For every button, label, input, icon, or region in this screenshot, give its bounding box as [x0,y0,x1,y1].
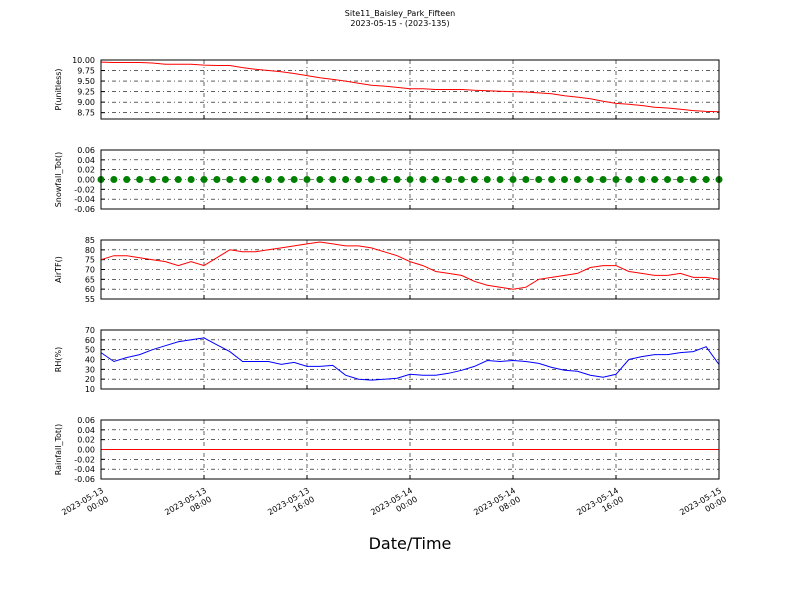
y-axis-label: AirTF() [54,256,63,283]
data-point [561,176,568,183]
data-point [239,176,247,183]
data-point [638,176,646,183]
y-tick-label: 55 [85,295,95,304]
y-axis-label: RH(%) [54,347,63,372]
plot-frame [100,59,720,120]
data-point [406,176,414,183]
y-tick-label: 50 [85,346,95,355]
data-point [548,176,556,183]
data-point [277,176,285,183]
chart-title: Site11_Baisley_Park_Fifteen [345,9,455,18]
y-tick-label: 9.75 [77,67,95,76]
y-tick-label: 60 [85,336,95,345]
data-point [535,176,543,183]
data-point [226,176,234,183]
data-point [213,176,221,183]
y-tick-label: 85 [85,236,95,245]
data-line [100,337,720,381]
y-tick-label: 0.02 [77,436,95,445]
plot-frame [100,329,720,390]
data-point [355,176,362,183]
y-tick-label: -0.04 [74,465,95,474]
data-point [264,176,272,183]
data-point [290,176,298,183]
data-point [136,176,144,183]
chart-subtitle: 2023-05-15 - (2023-135) [350,19,449,28]
x-axis-label: Date/Time [368,534,452,553]
data-point [123,176,131,183]
data-point [612,176,620,183]
data-point [573,176,581,183]
y-tick-label: 0.06 [77,416,95,425]
data-point [161,176,169,183]
y-tick-label: 0.04 [77,156,95,165]
y-tick-label: 0.00 [77,176,95,185]
y-tick-label: 65 [85,275,95,284]
data-point [483,176,491,183]
y-tick-label: 75 [85,256,95,265]
data-point [187,176,195,183]
data-point [329,176,337,183]
data-point [664,176,671,183]
data-line [100,61,720,113]
y-tick-label: 10.00 [72,56,95,65]
data-point [496,176,504,183]
y-axis-label: Rainfall_Tot() [54,424,63,476]
data-point [522,176,530,183]
y-tick-label: 0.04 [77,426,95,435]
y-tick-label: -0.06 [74,205,95,214]
data-point [702,176,710,183]
plot-frame [100,419,720,480]
y-axis-label: Snowfall_Tot() [54,152,63,208]
data-point [342,176,350,183]
y-tick-label: -0.02 [74,455,95,464]
data-point [651,176,659,183]
data-point [393,176,401,183]
y-tick-label: 30 [85,365,95,374]
data-point [458,176,465,183]
data-point [110,176,118,183]
data-point [509,176,517,183]
plot-frame [100,239,720,300]
data-point [149,176,156,183]
y-tick-label: 9.25 [77,88,95,97]
y-tick-label: 8.75 [77,109,95,118]
y-tick-label: 70 [85,326,95,335]
data-point [303,176,311,183]
y-tick-label: 0.06 [77,146,95,155]
y-tick-label: 70 [85,266,95,275]
data-point [380,176,388,183]
data-point [676,176,684,183]
y-tick-label: -0.06 [74,475,95,484]
y-tick-label: 0.00 [77,446,95,455]
data-point [689,176,697,183]
y-tick-label: 9.00 [77,98,95,107]
y-tick-label: -0.02 [74,185,95,194]
data-point [445,176,453,183]
data-point [599,176,607,183]
data-point [625,176,633,183]
y-tick-label: 60 [85,285,95,294]
data-point [174,176,182,183]
y-tick-label: 40 [85,356,95,365]
y-tick-label: -0.04 [74,195,95,204]
data-line [100,241,720,290]
y-tick-label: 20 [85,375,95,384]
y-tick-label: 0.02 [77,166,95,175]
plot-frame [100,149,720,210]
data-point [252,176,259,183]
data-point [316,176,324,183]
y-tick-label: 10 [85,385,95,394]
y-tick-label: 9.50 [77,77,95,86]
y-axis-label: P(unitless) [54,68,63,110]
data-point [367,176,375,183]
data-point [200,176,208,183]
data-point [586,176,594,183]
data-point [419,176,427,183]
y-tick-label: 80 [85,246,95,255]
data-point [470,176,478,183]
data-point [432,176,440,183]
